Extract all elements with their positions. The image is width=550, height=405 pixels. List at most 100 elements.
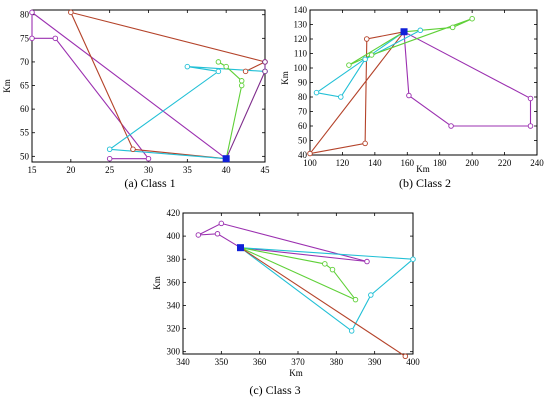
customer-point (406, 92, 412, 99)
y-tick-label: 70 (20, 57, 30, 67)
x-tick-label: 40 (222, 165, 232, 175)
customer-point (368, 292, 374, 298)
customer-point (307, 150, 313, 157)
panel-class-2: 100 120 140 160 180 200 220 240 40 50 60 70 80 90 100 1… (280, 5, 544, 190)
y-tick-label: 420 (167, 208, 181, 218)
y-tick-label: 50 (298, 136, 308, 146)
customer-point (346, 62, 352, 68)
y-tick-label: 60 (298, 121, 308, 131)
y-tick-label: 400 (167, 231, 181, 241)
x-tick-label: 340 (176, 357, 190, 367)
customer-point (322, 261, 328, 267)
customer-point (214, 231, 221, 237)
customer-point (195, 232, 202, 238)
x-tick-label: 400 (406, 357, 420, 367)
customer-point (348, 328, 355, 334)
customer-point (527, 123, 534, 129)
x-tick-label: 140 (368, 158, 382, 168)
customer-point (352, 296, 359, 303)
x-tick-label: 380 (330, 357, 344, 367)
customer-point (362, 56, 368, 63)
x-tick-label: 100 (303, 158, 317, 168)
customer-point (29, 35, 35, 42)
customer-point (364, 258, 370, 265)
y-tick-label: 140 (294, 5, 308, 15)
customer-point (238, 78, 245, 84)
x-tick-label: 15 (28, 165, 38, 175)
y-tick-label: 300 (167, 347, 181, 357)
panel-caption: (b) Class 2 (399, 176, 451, 190)
y-tick-label: 120 (294, 34, 308, 44)
y-tick-label: 100 (294, 63, 308, 73)
customer-point (368, 52, 375, 58)
y-tick-label: 65 (20, 81, 30, 91)
x-tick-label: 30 (144, 165, 154, 175)
route-line-4 (348, 18, 473, 66)
customer-point (215, 68, 222, 75)
depot-marker (237, 244, 244, 252)
y-tick-label: 75 (20, 33, 30, 43)
panel-class-3: 340 350 360 370 380 390 400 300 320 340 360 380 400 4… (152, 208, 420, 397)
customer-point (364, 36, 370, 42)
customer-point (130, 146, 136, 153)
x-tick-label: 390 (368, 357, 382, 367)
x-tick-label: 160 (401, 158, 415, 168)
customer-point (262, 59, 268, 65)
y-tick-label: 70 (298, 107, 308, 117)
customer-point (527, 95, 534, 102)
route-line-4 (218, 61, 243, 159)
customer-point (238, 82, 245, 89)
y-tick-label: 110 (294, 49, 308, 59)
x-tick-label: 180 (433, 158, 447, 168)
depot-marker (400, 28, 408, 36)
y-tick-label: 130 (294, 20, 308, 30)
route-line-2 (308, 31, 405, 155)
route-line-4 (240, 247, 406, 357)
customer-point (410, 256, 416, 262)
route-line-1 (31, 11, 227, 160)
y-axis-label: Km (152, 276, 162, 290)
y-tick-label: 90 (298, 78, 308, 88)
x-tick-label: 350 (215, 357, 229, 367)
panel-caption: (a) Class 1 (124, 176, 175, 190)
customer-point (29, 9, 35, 16)
x-tick-label: 20 (66, 165, 76, 175)
customer-point (145, 155, 152, 162)
x-tick-label: 220 (498, 158, 512, 168)
x-axis-label: Km (416, 164, 430, 174)
customer-point (262, 68, 268, 75)
y-tick-label: 320 (167, 324, 181, 334)
x-tick-label: 200 (465, 158, 479, 168)
route-line-2 (240, 247, 415, 332)
y-tick-label: 40 (298, 150, 308, 160)
y-tick-label: 340 (167, 300, 181, 310)
route-line-1 (403, 31, 532, 127)
customer-point (329, 266, 336, 273)
customer-point (218, 220, 225, 227)
x-tick-label: 240 (530, 158, 544, 168)
customer-point (106, 146, 113, 153)
y-tick-label: 380 (167, 254, 181, 264)
customer-point (402, 353, 409, 360)
depot-marker (222, 155, 230, 163)
x-tick-label: 360 (253, 357, 267, 367)
customer-point (215, 59, 222, 65)
y-tick-label: 80 (298, 92, 308, 102)
customer-point (313, 89, 320, 96)
panel-class-1: 15 20 25 30 35 40 45 50 55 60 65 70 75 80 Km (a) Class … (2, 9, 271, 190)
customer-point (242, 68, 249, 75)
x-tick-label: 45 (261, 165, 271, 175)
panel-caption: (c) Class 3 (249, 383, 300, 397)
plot-frame (309, 9, 538, 156)
y-tick-label: 80 (20, 10, 30, 20)
customer-point (52, 35, 59, 42)
y-axis-label: Km (2, 79, 12, 93)
customer-point (469, 15, 475, 22)
customer-point (417, 27, 424, 34)
y-tick-label: 55 (20, 128, 30, 138)
y-axis-label: Km (280, 71, 290, 85)
customer-point (68, 9, 74, 16)
x-tick-label: 370 (291, 357, 305, 367)
customer-point (223, 63, 229, 70)
